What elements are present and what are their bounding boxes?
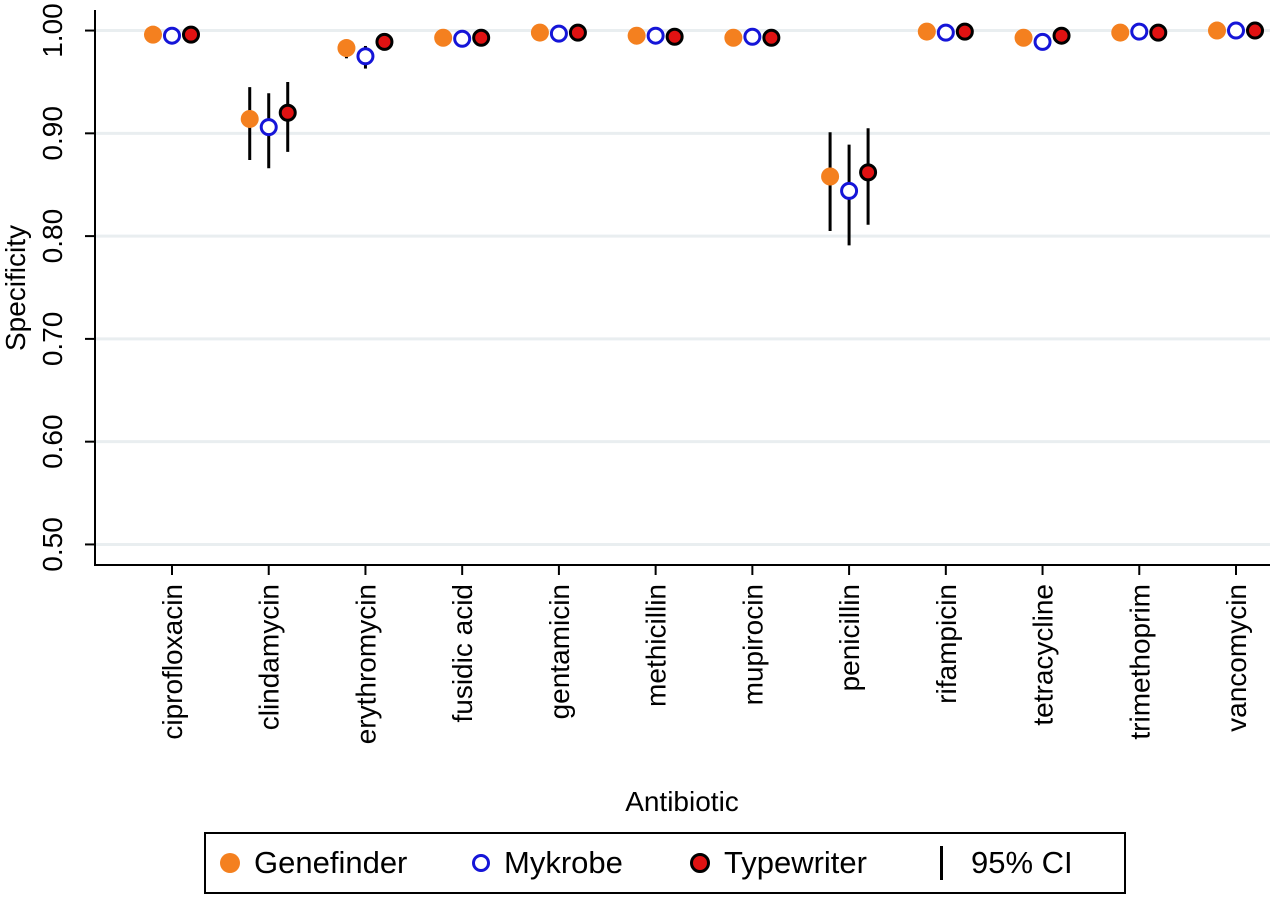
data-point-genefinder: [434, 28, 453, 47]
data-point-mykrobe: [549, 24, 568, 43]
x-tick-label: clindamycin: [254, 584, 285, 730]
legend-label-ci: 95% CI: [971, 845, 1073, 880]
data-point-genefinder: [724, 28, 743, 47]
x-tick-label: ciprofloxacin: [157, 584, 188, 740]
data-point-typewriter: [955, 22, 974, 41]
grid-lines: [96, 29, 1270, 546]
data-point-mykrobe: [163, 26, 181, 45]
data-point-mykrobe: [1130, 22, 1149, 41]
legend-label-mykrobe: Mykrobe: [504, 845, 623, 880]
y-tick-label: 0.80: [37, 209, 68, 264]
legend-item-genefinder: Genefinder: [220, 834, 407, 892]
x-tick-label: gentamicin: [544, 584, 575, 719]
data-point-mykrobe: [259, 118, 278, 137]
x-tick-label: tetracycline: [1028, 584, 1059, 726]
data-point-genefinder: [821, 167, 840, 186]
x-tick-label: penicillin: [834, 584, 865, 691]
data-point-typewriter: [568, 23, 587, 42]
legend: Genefinder Mykrobe Typewriter 95% CI: [204, 832, 1126, 894]
legend-item-mykrobe: Mykrobe: [472, 834, 623, 892]
data-point-typewriter: [1246, 21, 1264, 40]
data-point-genefinder: [917, 22, 936, 41]
x-tick-label: methicillin: [641, 584, 672, 707]
genefinder-marker-icon: [220, 853, 240, 873]
legend-label-genefinder: Genefinder: [254, 845, 408, 880]
data-point-typewriter: [278, 103, 297, 122]
data-point-genefinder: [530, 23, 549, 42]
y-tick-label: 0.70: [37, 312, 68, 367]
y-tick-label: 0.50: [37, 517, 68, 572]
specificity-chart: 0.50 0.60 0.70 0.80 0.90 1.00 ciprofloxacin cl…: [0, 3, 1270, 817]
data-point-genefinder: [627, 26, 646, 45]
data-point-typewriter: [472, 28, 491, 47]
ci-bar-icon: [940, 846, 943, 880]
data-point-genefinder: [240, 109, 259, 128]
y-tick-label: 1.00: [37, 3, 68, 58]
data-point-mykrobe: [1227, 21, 1245, 40]
x-tick-label: fusidic acid: [447, 584, 478, 723]
data-point-mykrobe: [936, 23, 955, 42]
x-tick-label: rifampicin: [931, 584, 962, 704]
x-tick-label: mupirocin: [737, 584, 768, 705]
legend-item-typewriter: Typewriter: [690, 834, 867, 892]
typewriter-marker-icon: [690, 853, 710, 873]
y-axis-title: Specificity: [0, 225, 31, 351]
legend-label-typewriter: Typewriter: [724, 845, 867, 880]
x-tick-label: erythromycin: [350, 584, 381, 744]
data-point-genefinder: [1208, 21, 1226, 40]
data-point-genefinder: [1111, 23, 1130, 42]
data-point-typewriter: [1052, 26, 1071, 45]
data-point-mykrobe: [356, 47, 375, 66]
data-point-genefinder: [144, 25, 162, 44]
x-tick-label: vancomycin: [1221, 584, 1252, 732]
x-ticks: ciprofloxacin clindamycin erythromycin fusi…: [157, 565, 1252, 744]
data-point-typewriter: [762, 28, 781, 47]
data-point-mykrobe: [840, 181, 859, 200]
data-point-genefinder: [337, 39, 356, 58]
y-ticks: 0.50 0.60 0.70 0.80 0.90 1.00: [37, 3, 95, 572]
data-point-typewriter: [375, 32, 394, 51]
data-point-typewriter: [182, 25, 200, 44]
confidence-intervals: [248, 32, 870, 246]
legend-item-ci: 95% CI: [940, 834, 1073, 892]
y-tick-label: 0.60: [37, 414, 68, 469]
data-point-genefinder: [1014, 28, 1033, 47]
data-point-typewriter: [1149, 23, 1168, 42]
x-tick-label: trimethoprim: [1124, 584, 1155, 740]
data-point-mykrobe: [453, 29, 472, 48]
data-point-mykrobe: [743, 27, 762, 46]
x-axis-title: Antibiotic: [625, 786, 739, 817]
data-points: [144, 21, 1264, 200]
mykrobe-marker-icon: [472, 854, 490, 872]
data-point-typewriter: [859, 163, 878, 182]
y-tick-label: 0.90: [37, 106, 68, 161]
data-point-mykrobe: [1033, 32, 1052, 51]
data-point-typewriter: [665, 27, 684, 46]
data-point-mykrobe: [646, 26, 665, 45]
